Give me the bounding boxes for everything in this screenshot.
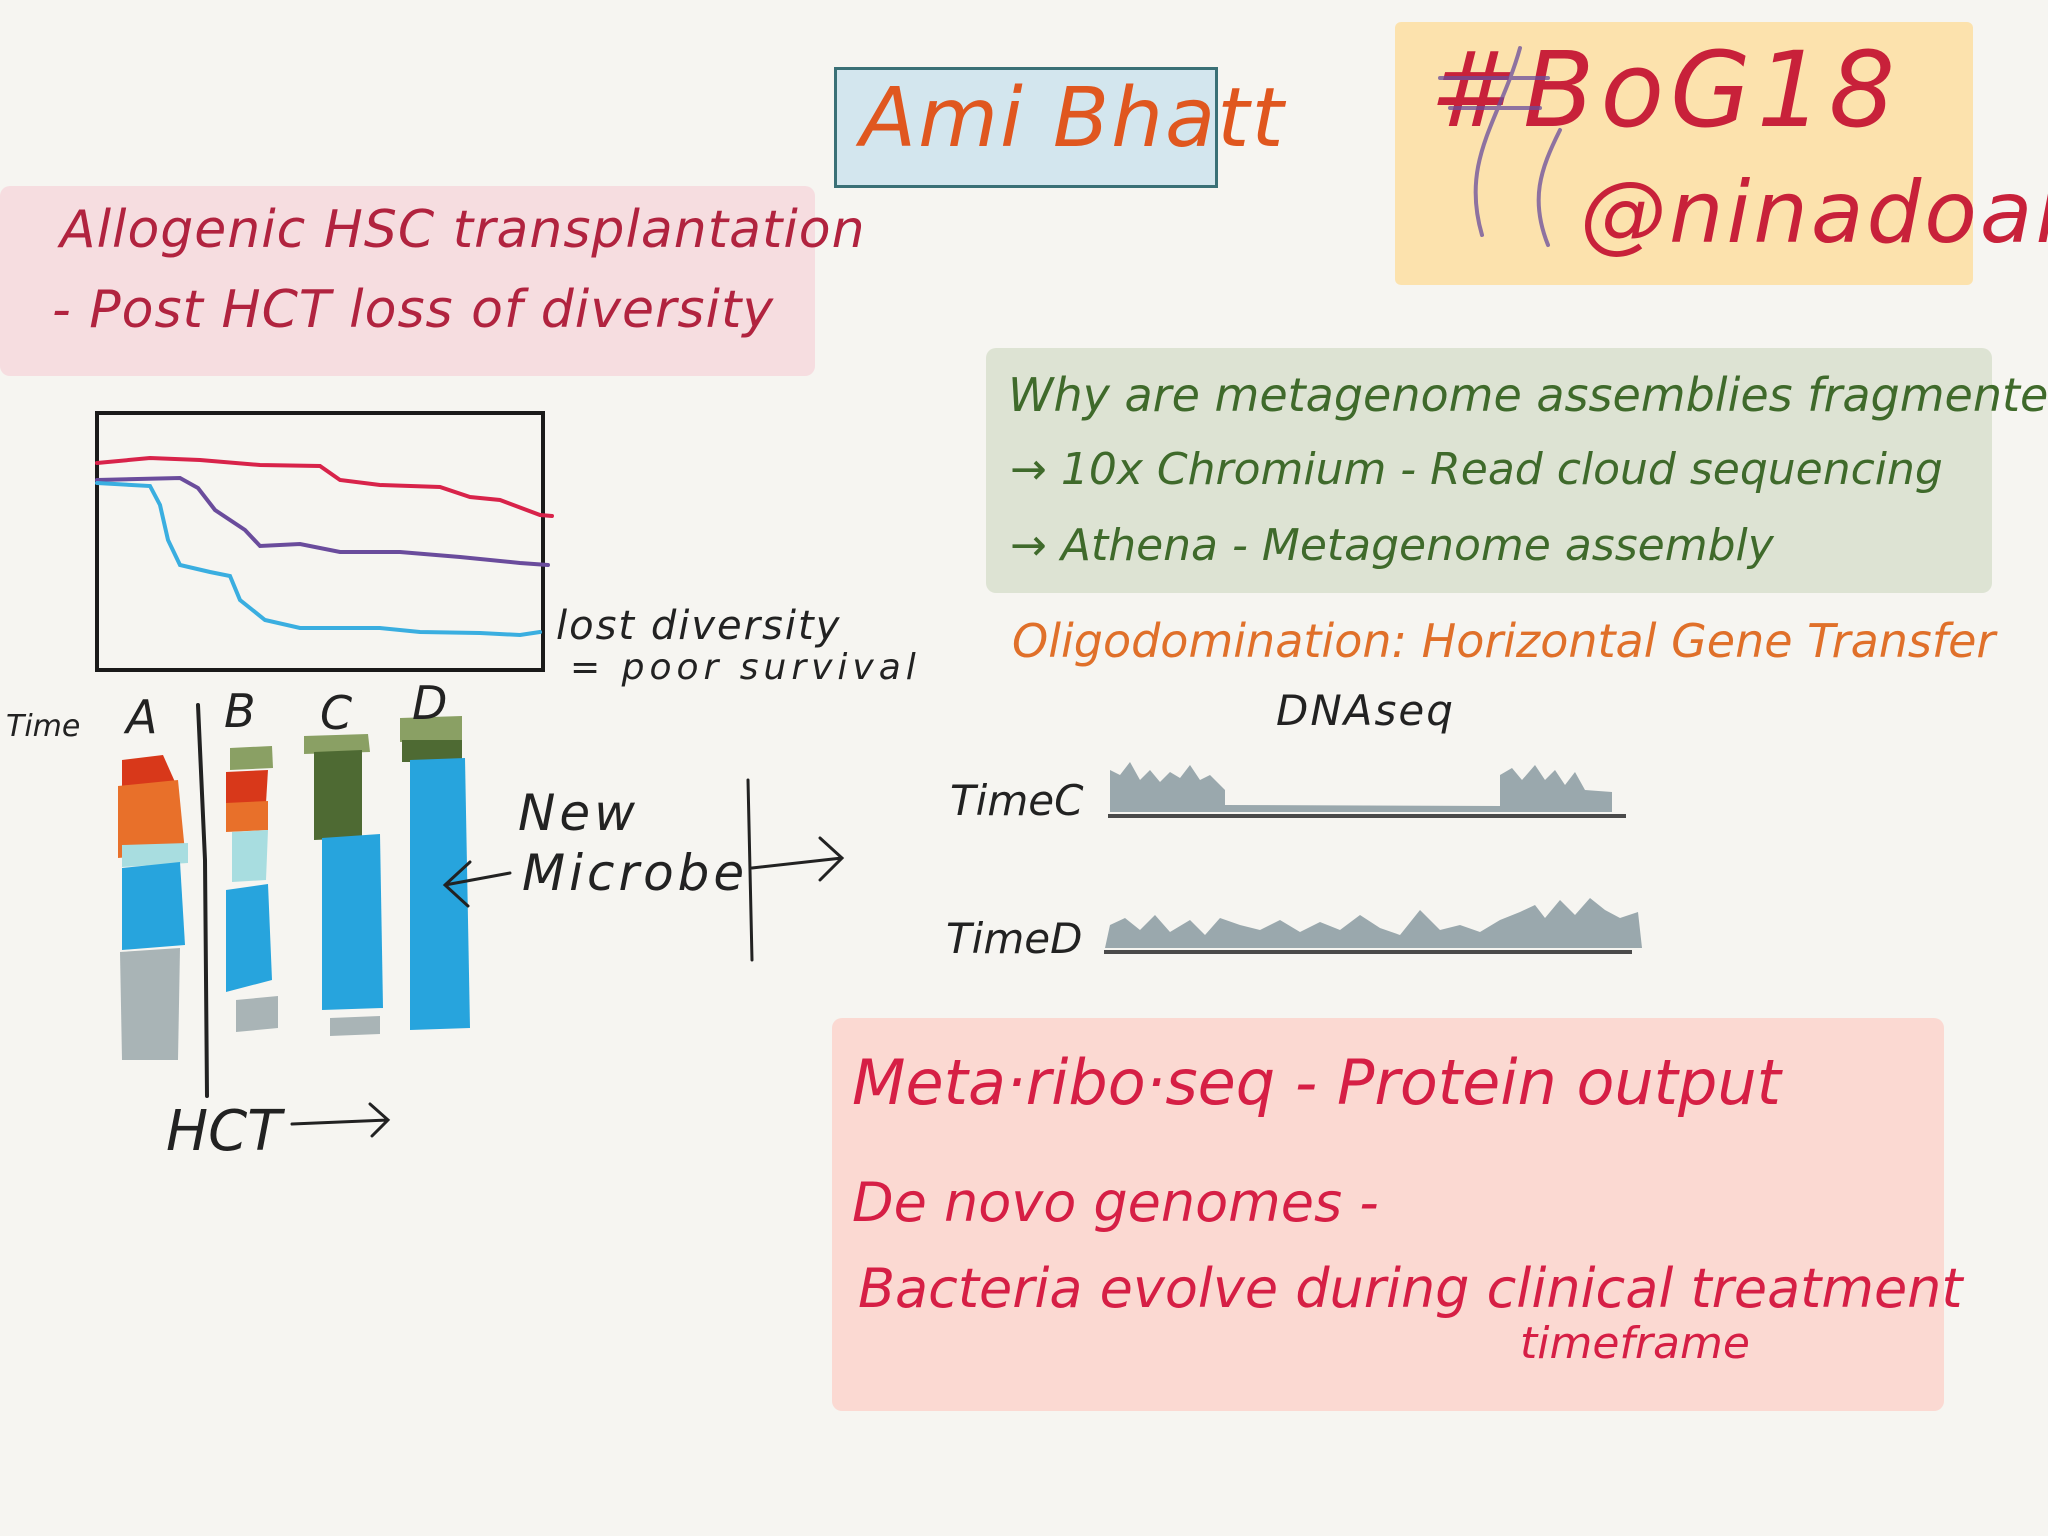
diversity-line-red [95,455,554,518]
speaker-name: Ami Bhatt [860,71,1286,166]
hct-arrow [290,1102,391,1138]
hashtag-swirl [1438,46,1562,247]
bar-a-lightblue [122,843,188,867]
oligo-title: Oligodomination: Horizontal Gene Transfe… [1012,614,1996,668]
track-timec-label: TimeC [950,776,1084,825]
ribo-line-3: Bacteria evolve during clinical treatmen… [858,1257,1963,1320]
chart-annotation-line-2: = poor survival [570,647,921,688]
dnaseq-title: DNAseq [1276,686,1455,735]
bar-a-orange [118,780,185,858]
bar-c-olive [304,734,370,754]
bar-b-olive [230,746,273,770]
timepoint-label-c: C [320,686,353,740]
ribo-box [832,1018,1944,1411]
bar-b-gray [236,996,278,1032]
track-timed [1105,898,1642,948]
track-timed-label: TimeD [946,914,1083,963]
diversity-line-purple [95,475,550,567]
bar-b-red [226,770,268,805]
diversity-line-blue [95,481,542,638]
timepoint-label-b: B [224,684,256,738]
new-microbe-arrow [442,860,512,908]
bar-a-gray [120,948,180,1060]
bar-b-orange [226,801,268,832]
intro-line-1: Allogenic HSC transplantation [60,200,866,260]
metagenome-question: Why are metagenome assemblies fragmented… [1008,368,2048,422]
bar-c-gray [330,1016,380,1036]
bar-c-blue [322,834,383,1010]
bar-b-blue [226,884,272,992]
metagenome-box [986,348,1992,593]
time-axis-label: Time [6,709,81,744]
bar-c-green [314,750,362,840]
tag-box [1395,22,1973,285]
new-microbe-line-1: New [518,784,640,842]
timepoint-label-a: A [126,690,158,744]
intro-box [0,186,815,376]
bracket-arrow [746,778,845,962]
metagenome-item-1: → 10x Chromium - Read cloud sequencing [1010,444,1943,495]
bar-a-blue [122,862,185,950]
ribo-line-2: De novo genomes - [852,1171,1379,1234]
hct-divider [196,703,209,1098]
bar-d-olive [400,716,462,742]
ribo-line-4: timeframe [1520,1318,1750,1369]
hashtag: #BoG18 [1430,29,1902,151]
new-microbe-line-2: Microbe [522,844,749,902]
bar-a-red [122,755,175,788]
speaker-box [834,67,1218,188]
intro-line-2: - Post HCT loss of diversity [52,280,775,340]
timepoint-label-d: D [412,676,448,730]
bar-d-green [402,740,462,762]
chart-annotation-line-1: lost diversity [556,603,842,649]
bar-d-blue [410,758,470,1030]
diversity-chart-frame [95,411,545,672]
ribo-line-1: Meta·ribo·seq - Protein output [852,1046,1781,1119]
bar-b-lightblue [232,830,268,882]
metagenome-item-2: → Athena - Metagenome assembly [1010,520,1774,571]
twitter-handle: @ninadoak [1580,163,2048,263]
hct-label: HCT [166,1099,282,1164]
track-timec [1110,762,1612,812]
